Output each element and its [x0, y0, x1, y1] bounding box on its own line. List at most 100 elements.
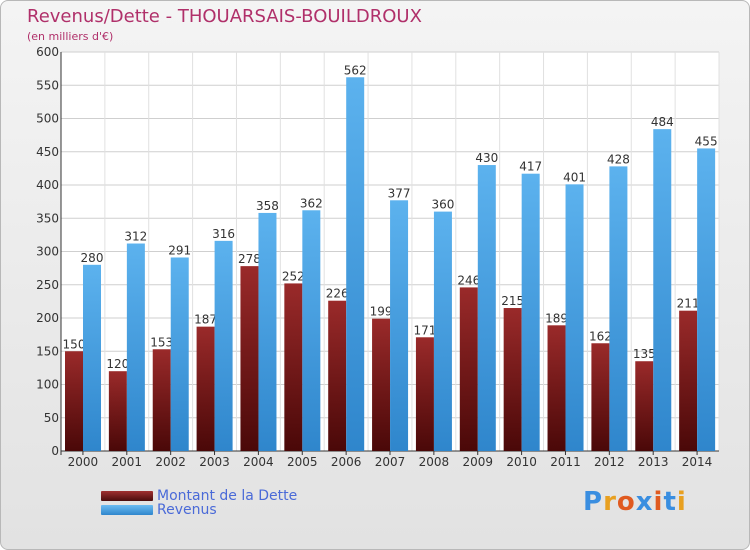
x-tick-label: 2006 — [331, 455, 362, 469]
x-tick-label: 2010 — [506, 455, 537, 469]
data-label-revenus: 358 — [256, 199, 279, 213]
data-label-revenus: 377 — [388, 186, 411, 200]
bar-revenus — [170, 257, 189, 451]
x-tick-label: 2002 — [155, 455, 186, 469]
data-label-dette: 278 — [238, 252, 261, 266]
bar-revenus — [565, 184, 584, 451]
data-label-dette: 246 — [457, 273, 480, 287]
data-label-revenus: 428 — [607, 152, 630, 166]
chart-title: Revenus/Dette - THOUARSAIS-BOUILDROUX — [27, 6, 422, 27]
chart-subtitle: (en milliers d'€) — [27, 30, 114, 43]
data-label-dette: 120 — [106, 357, 129, 371]
y-tick-label: 500 — [36, 112, 59, 126]
bar-revenus — [697, 148, 716, 452]
y-tick-label: 150 — [36, 344, 59, 358]
y-tick-label: 600 — [36, 45, 59, 59]
bar-revenus — [477, 165, 496, 452]
bar-dette — [372, 318, 391, 451]
bar-dette — [284, 283, 303, 451]
logo-letter: t — [663, 487, 677, 517]
x-tick-label: 2012 — [594, 455, 625, 469]
x-tick-label: 2001 — [112, 455, 143, 469]
y-tick-label: 0 — [51, 444, 59, 458]
x-tick-label: 2014 — [682, 455, 713, 469]
y-tick-label: 100 — [36, 378, 59, 392]
bar-revenus — [214, 240, 233, 451]
bar-revenus — [83, 264, 101, 451]
bar-dette — [679, 310, 698, 451]
bar-revenus — [653, 129, 672, 451]
data-label-dette: 150 — [63, 337, 86, 351]
x-tick-label: 2004 — [243, 455, 274, 469]
data-label-revenus: 455 — [695, 134, 718, 148]
data-label-dette: 211 — [677, 297, 700, 311]
bar-revenus — [609, 166, 628, 451]
data-label-revenus: 401 — [563, 170, 586, 184]
bar-revenus — [302, 210, 321, 451]
bar-dette — [108, 371, 127, 451]
bar-dette — [240, 266, 259, 451]
bar-revenus — [258, 212, 277, 451]
bar-dette — [196, 326, 215, 451]
bar-revenus — [390, 200, 409, 451]
bar-revenus — [126, 243, 145, 451]
y-tick-label: 400 — [36, 178, 59, 192]
data-label-dette: 135 — [633, 347, 656, 361]
data-label-revenus: 360 — [431, 198, 454, 212]
x-tick-label: 2007 — [375, 455, 406, 469]
bar-dette — [415, 337, 434, 451]
logo-letter: x — [635, 487, 654, 517]
data-label-dette: 153 — [150, 335, 173, 349]
legend-swatch-dette — [101, 491, 153, 501]
x-tick-label: 2008 — [419, 455, 450, 469]
data-label-dette: 252 — [282, 269, 305, 283]
y-tick-label: 50 — [44, 411, 59, 425]
data-label-dette: 171 — [413, 323, 436, 337]
logo-letter: r — [603, 487, 617, 517]
legend-label-dette: Montant de la Dette — [157, 488, 298, 504]
logo-letter: o — [616, 487, 636, 517]
bar-dette — [547, 325, 566, 451]
data-label-revenus: 291 — [168, 243, 191, 257]
data-label-dette: 162 — [589, 329, 612, 343]
logo-letter: i — [653, 487, 664, 517]
data-label-revenus: 362 — [300, 196, 323, 210]
bar-dette — [65, 351, 83, 451]
y-tick-label: 350 — [36, 211, 59, 225]
data-label-dette: 199 — [370, 305, 393, 319]
x-tick-label: 2000 — [68, 455, 99, 469]
data-label-revenus: 417 — [519, 160, 542, 174]
y-tick-label: 250 — [36, 278, 59, 292]
data-label-dette: 215 — [501, 294, 524, 308]
x-tick-label: 2009 — [462, 455, 493, 469]
bar-dette — [591, 343, 610, 451]
x-tick-label: 2013 — [638, 455, 669, 469]
data-label-revenus: 312 — [124, 230, 147, 244]
data-label-revenus: 430 — [475, 151, 498, 165]
x-tick-label: 2011 — [550, 455, 581, 469]
proxiti-logo: Proxiti — [583, 487, 687, 517]
y-tick-label: 450 — [36, 145, 59, 159]
bar-dette — [459, 287, 478, 451]
legend-swatch-revenus — [101, 505, 153, 515]
y-tick-label: 300 — [36, 245, 59, 259]
logo-letter: P — [583, 487, 604, 517]
data-label-dette: 189 — [545, 311, 568, 325]
bar-dette — [152, 349, 171, 451]
legend-label-revenus: Revenus — [157, 502, 217, 518]
y-tick-label: 550 — [36, 78, 59, 92]
data-label-revenus: 316 — [212, 227, 235, 241]
logo-letter: i — [676, 487, 687, 517]
x-tick-label: 2003 — [199, 455, 230, 469]
data-label-revenus: 280 — [81, 251, 104, 265]
bar-revenus — [433, 211, 452, 451]
bar-revenus — [521, 173, 540, 451]
bar-dette — [328, 300, 347, 451]
x-tick-label: 2005 — [287, 455, 318, 469]
data-label-revenus: 484 — [651, 115, 674, 129]
bar-dette — [503, 308, 522, 451]
data-label-dette: 226 — [326, 287, 349, 301]
data-label-revenus: 562 — [344, 63, 367, 77]
